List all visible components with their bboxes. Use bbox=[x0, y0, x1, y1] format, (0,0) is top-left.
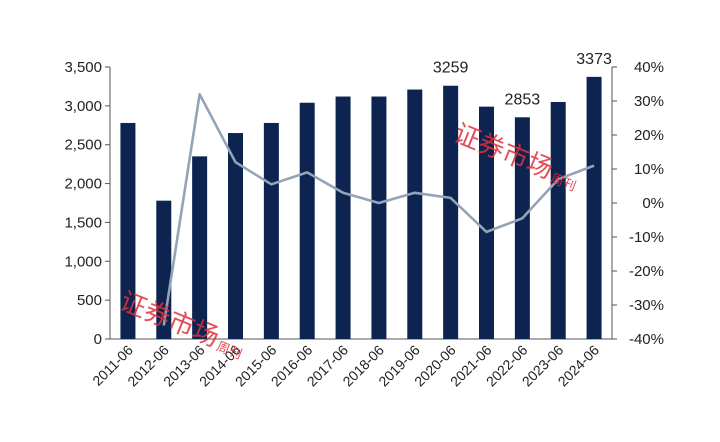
data-label: 2853 bbox=[505, 91, 541, 108]
bar bbox=[514, 117, 530, 339]
bar bbox=[228, 133, 243, 339]
bar bbox=[443, 85, 459, 339]
bar bbox=[550, 101, 566, 339]
right-tick-label: -10% bbox=[629, 229, 664, 246]
right-tick-label: 30% bbox=[634, 93, 664, 110]
watermark-text: 证券市场 bbox=[449, 119, 557, 186]
bar bbox=[479, 106, 494, 340]
left-tick-label: 2,000 bbox=[64, 176, 102, 193]
right-tick-label: 20% bbox=[634, 127, 664, 144]
left-tick-label: 500 bbox=[77, 292, 102, 309]
left-tick-label: 3,000 bbox=[64, 98, 102, 115]
right-tick-label: 0% bbox=[642, 195, 664, 212]
bar bbox=[299, 102, 315, 340]
bar bbox=[371, 96, 387, 339]
growth-line bbox=[162, 92, 595, 326]
left-tick-label: 1,500 bbox=[64, 214, 102, 231]
left-tick-label: 3,500 bbox=[64, 59, 102, 76]
data-label: 3259 bbox=[433, 60, 469, 77]
right-tick-label: -30% bbox=[629, 297, 664, 314]
data-label: 3373 bbox=[576, 51, 612, 68]
right-tick-label: 40% bbox=[634, 59, 664, 76]
right-tick-label: -20% bbox=[629, 263, 664, 280]
bar bbox=[586, 76, 602, 339]
left-tick-label: 0 bbox=[94, 331, 102, 348]
right-tick-label: 10% bbox=[634, 161, 664, 178]
right-tick-label: -40% bbox=[629, 331, 664, 348]
bar bbox=[263, 122, 279, 339]
bar bbox=[192, 156, 208, 339]
left-tick-label: 2,500 bbox=[64, 137, 102, 154]
bar bbox=[335, 96, 351, 339]
bar bbox=[120, 122, 136, 339]
bar bbox=[407, 89, 423, 339]
left-tick-label: 1,000 bbox=[64, 253, 102, 270]
